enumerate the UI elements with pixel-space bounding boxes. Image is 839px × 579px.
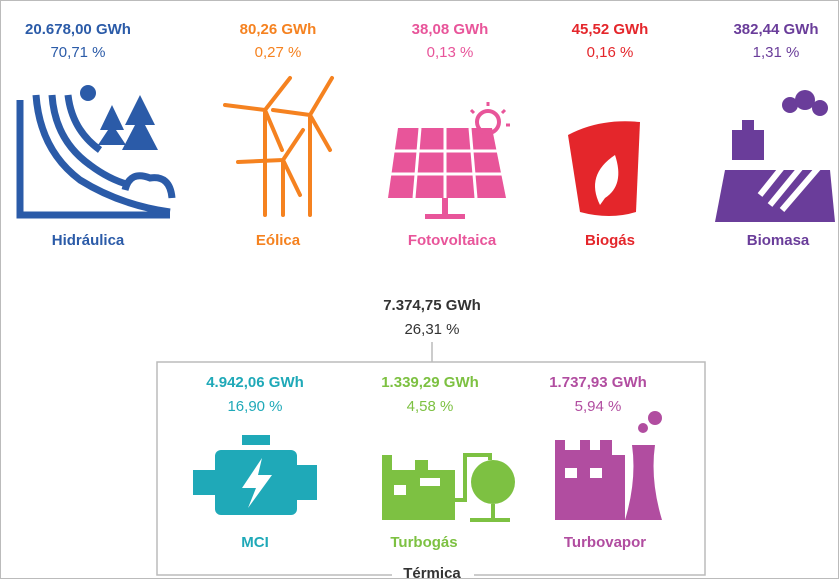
label: Turbovapor — [564, 534, 646, 551]
share: 0,27 % — [255, 44, 302, 61]
icon-part — [193, 470, 217, 495]
label: Fotovoltaica — [408, 232, 497, 249]
label: Hidráulica — [52, 232, 125, 249]
label: Eólica — [256, 232, 301, 249]
infographic: 20.678,00 GWh 70,71 % Hidráulica 80,26 G… — [0, 0, 839, 579]
label: Biomasa — [747, 232, 810, 249]
icon-part — [242, 435, 270, 445]
icon-part — [295, 465, 317, 500]
energy: 1.737,93 GWh — [549, 374, 647, 391]
label: Biogás — [585, 232, 635, 249]
icon-part — [638, 423, 648, 433]
energy: 382,44 GWh — [733, 21, 818, 38]
share: 4,58 % — [407, 398, 454, 415]
share: 70,71 % — [50, 44, 105, 61]
icon-part — [565, 468, 577, 478]
icon-part — [590, 468, 602, 478]
group-label: Térmica — [403, 565, 461, 579]
label: Turbogás — [390, 534, 457, 551]
icon-part — [471, 460, 515, 504]
share: 0,13 % — [427, 44, 474, 61]
share: 5,94 % — [575, 398, 622, 415]
icon-biogas — [568, 121, 640, 216]
icon-part — [420, 478, 440, 486]
icon-part — [394, 485, 406, 495]
energy: 7.374,75 GWh — [383, 297, 481, 314]
energy: 80,26 GWh — [240, 21, 317, 38]
share: 0,16 % — [587, 44, 634, 61]
energy: 1.339,29 GWh — [381, 374, 479, 391]
energy: 38,08 GWh — [412, 21, 489, 38]
energy: 20.678,00 GWh — [25, 21, 131, 38]
label: MCI — [241, 534, 269, 551]
energy: 4.942,06 GWh — [206, 374, 304, 391]
share: 26,31 % — [404, 321, 459, 338]
energy: 45,52 GWh — [572, 21, 649, 38]
icon-part — [648, 411, 662, 425]
share: 1,31 % — [753, 44, 800, 61]
share: 16,90 % — [227, 398, 282, 415]
